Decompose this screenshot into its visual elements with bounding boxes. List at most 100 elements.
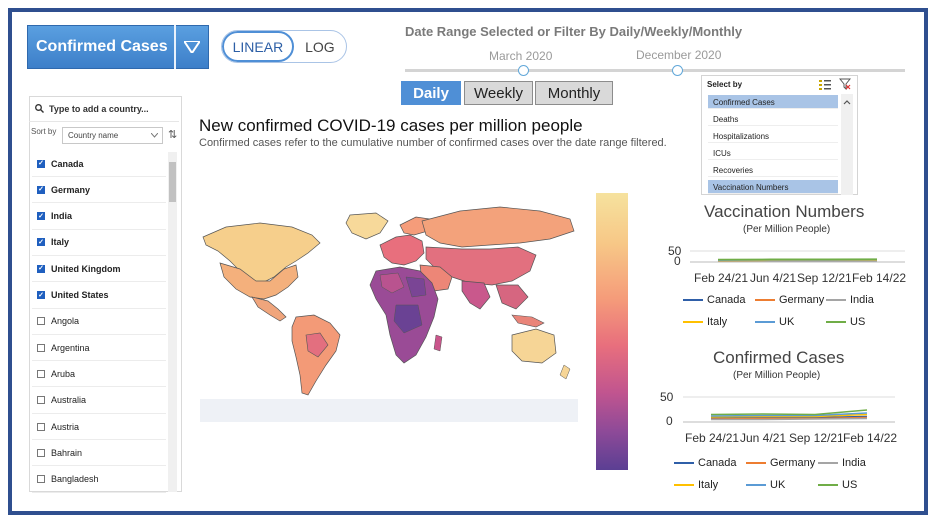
country-list-item[interactable]: Angola: [32, 309, 166, 335]
date-range-end-handle[interactable]: [672, 65, 683, 76]
legend-item[interactable]: US: [818, 479, 857, 491]
country-checkbox[interactable]: [37, 317, 45, 326]
country-checkbox[interactable]: [37, 396, 45, 405]
country-checkbox[interactable]: ✓: [37, 238, 45, 247]
y-tick-label: 0: [666, 414, 673, 428]
country-label: Aruba: [51, 368, 76, 379]
legend-swatch: [674, 462, 694, 464]
country-checkbox[interactable]: ✓: [37, 212, 45, 221]
country-list-panel: [29, 96, 182, 492]
freq-weekly-button[interactable]: Weekly: [464, 81, 533, 105]
chevron-up-icon[interactable]: [841, 97, 853, 107]
country-list-scrollbar[interactable]: [168, 152, 177, 492]
country-list-item[interactable]: Austria: [32, 414, 166, 440]
select-by-item[interactable]: Confirmed Cases: [708, 95, 838, 109]
legend-item[interactable]: UK: [755, 316, 794, 328]
x-tick-label: Jun 4/21: [750, 271, 797, 285]
series-line-india: [711, 417, 868, 421]
country-checkbox[interactable]: ✓: [37, 291, 45, 299]
sort-order-icon[interactable]: ⇅: [168, 129, 178, 141]
country-list-item[interactable]: Bahrain: [32, 440, 166, 467]
select-by-item[interactable]: Deaths: [708, 112, 838, 126]
freq-daily-button[interactable]: Daily: [401, 81, 461, 105]
legend-item[interactable]: US: [826, 316, 865, 328]
country-list-item[interactable]: ✓ Italy: [32, 230, 166, 256]
legend-swatch: [683, 299, 703, 301]
country-list-item[interactable]: Aruba: [32, 361, 166, 388]
select-by-item[interactable]: ICUs: [708, 146, 838, 160]
map-color-scale: [596, 193, 628, 470]
country-checkbox[interactable]: ✓: [37, 264, 45, 273]
legend-swatch: [755, 299, 775, 301]
country-search-input[interactable]: Type to add a country...: [29, 96, 179, 122]
country-label: Australia: [51, 395, 87, 406]
legend-swatch: [683, 321, 703, 323]
select-by-item[interactable]: Recoveries: [708, 163, 838, 177]
legend-item[interactable]: Canada: [674, 457, 737, 469]
freq-monthly-button[interactable]: Monthly: [535, 81, 613, 105]
select-by-item[interactable]: Hospitalizations: [708, 129, 838, 143]
x-tick-label: Feb 14/22: [843, 431, 898, 445]
date-range-start-handle[interactable]: [518, 65, 529, 76]
date-range-end-label: December 2020: [636, 48, 722, 62]
legend-swatch: [746, 484, 766, 486]
country-label: Germany: [51, 184, 91, 195]
country-list-item[interactable]: Argentina: [32, 335, 166, 362]
multi-select-icon[interactable]: [819, 79, 831, 90]
legend-item[interactable]: India: [818, 457, 866, 469]
country-list-item[interactable]: ✓ United Kingdom: [32, 256, 166, 283]
country-checkbox[interactable]: [37, 422, 45, 431]
country-label: Canada: [51, 158, 84, 169]
chevron-down-icon: [174, 25, 208, 69]
country-checkbox[interactable]: [37, 369, 45, 378]
legend-item[interactable]: India: [826, 294, 874, 306]
legend-swatch: [755, 321, 775, 323]
legend-item[interactable]: Italy: [683, 316, 727, 328]
legend-label: US: [842, 479, 858, 491]
legend-item[interactable]: Germany: [746, 457, 815, 469]
country-list-item[interactable]: ✓ Canada: [32, 151, 166, 177]
legend-item[interactable]: Canada: [683, 294, 746, 306]
sort-by-select[interactable]: Country name: [62, 127, 163, 144]
legend-item[interactable]: Italy: [674, 479, 718, 491]
chevron-down-icon: [151, 133, 158, 138]
country-list-item[interactable]: ✓ United States: [32, 283, 166, 309]
date-range-slider[interactable]: [405, 69, 905, 72]
legend-label: Germany: [779, 294, 825, 306]
world-choropleth-map[interactable]: [200, 185, 580, 425]
date-range-start-label: March 2020: [489, 49, 553, 63]
metric-dropdown[interactable]: Confirmed Cases: [27, 25, 209, 69]
country-checkbox[interactable]: ✓: [37, 159, 45, 168]
scrollbar-thumb[interactable]: [169, 162, 176, 202]
country-list-item[interactable]: Australia: [32, 388, 166, 414]
select-by-panel: Select by Confirmed Cases Deaths Hospita…: [701, 75, 858, 195]
legend-label: Canada: [707, 294, 746, 306]
y-tick-label: 0: [674, 254, 681, 268]
country-checkbox[interactable]: [37, 475, 45, 484]
sort-by-value: Country name: [68, 131, 119, 140]
country-checkbox[interactable]: ✓: [37, 185, 45, 194]
metric-dropdown-label: Confirmed Cases: [36, 38, 168, 55]
select-by-item[interactable]: Vaccination Numbers: [708, 180, 838, 194]
legend-item[interactable]: UK: [746, 479, 785, 491]
scale-linear-button[interactable]: LINEAR: [222, 31, 294, 62]
select-by-scrollbar[interactable]: [841, 94, 853, 195]
line-chart-plot: [690, 250, 905, 263]
country-checkbox[interactable]: [37, 343, 45, 352]
country-checkbox[interactable]: [37, 448, 45, 457]
country-list-item[interactable]: ✓ India: [32, 204, 166, 230]
scale-toggle: LINEAR LOG: [221, 30, 347, 63]
clear-filter-icon[interactable]: [839, 78, 851, 90]
select-by-title: Select by: [707, 80, 743, 89]
series-line-canada: [710, 415, 868, 419]
country-label: United Kingdom: [51, 263, 121, 274]
legend-label: UK: [770, 479, 786, 491]
x-tick-label: Feb 14/22: [852, 271, 907, 285]
country-label: India: [51, 211, 73, 222]
legend-label: Italy: [707, 316, 728, 328]
country-list-item[interactable]: Bangladesh: [32, 467, 166, 493]
scale-log-button[interactable]: LOG: [305, 38, 335, 55]
country-list-item[interactable]: ✓ Germany: [32, 177, 166, 204]
legend-item[interactable]: Germany: [755, 294, 824, 306]
legend-label: Germany: [770, 457, 816, 469]
